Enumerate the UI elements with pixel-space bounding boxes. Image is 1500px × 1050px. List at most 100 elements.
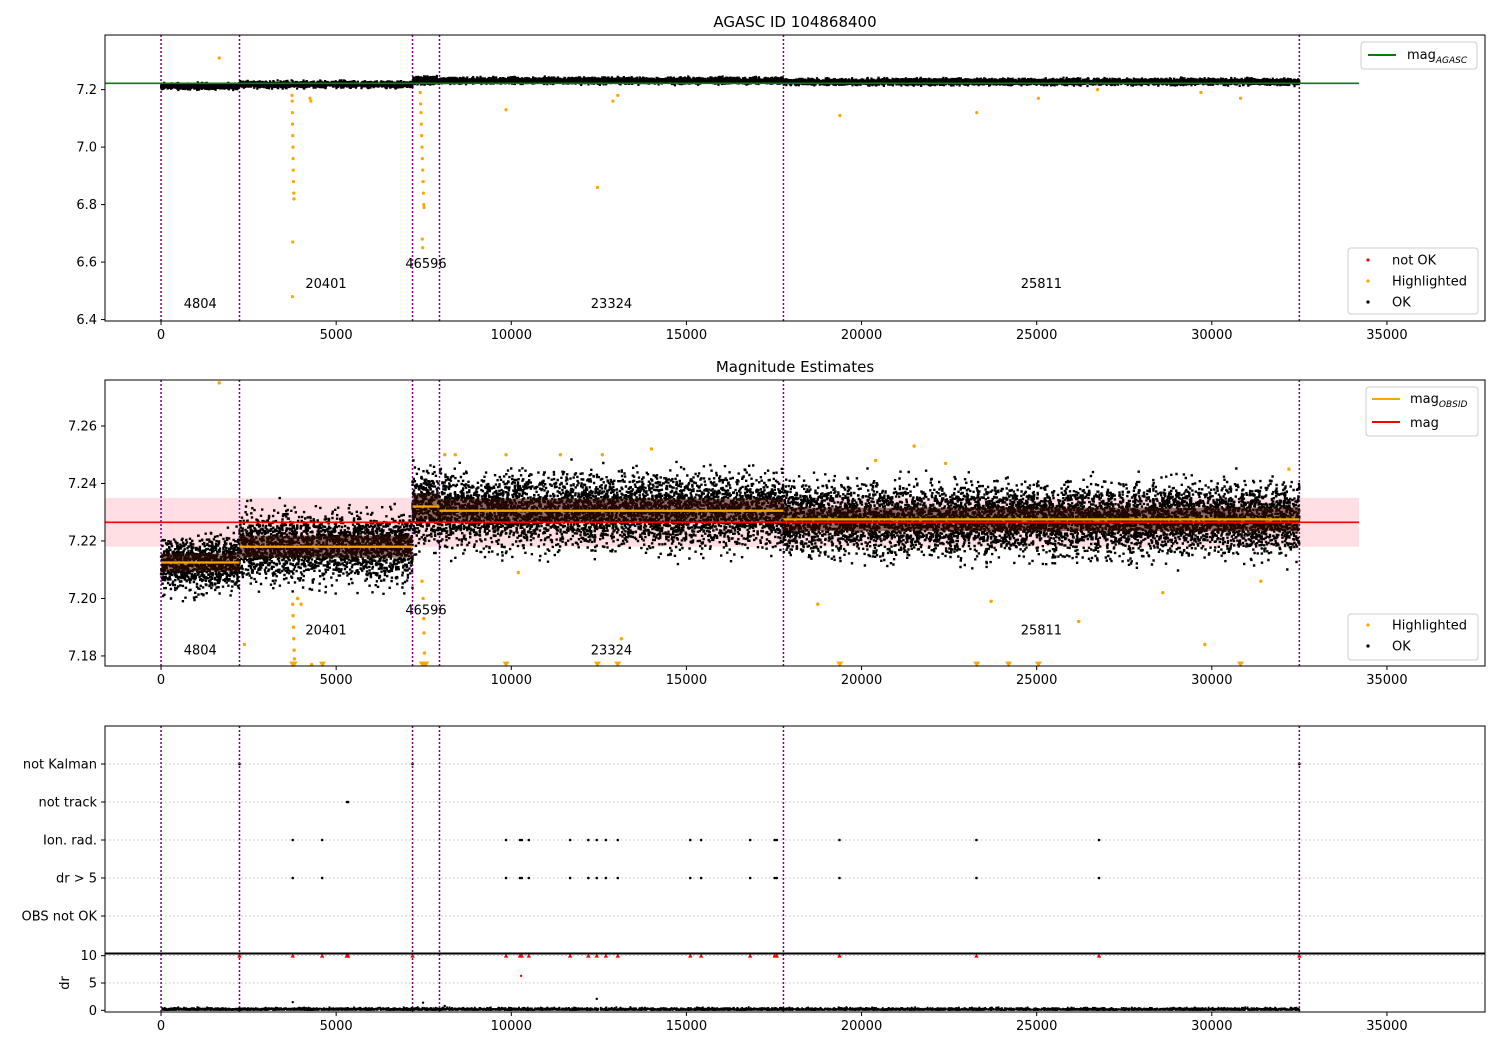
legend-label: not OK bbox=[1392, 254, 1437, 269]
highlighted-point bbox=[1203, 642, 1207, 647]
x-tick-label: 0 bbox=[157, 1019, 165, 1034]
legend-label: OK bbox=[1392, 296, 1411, 311]
x-tick-label: 5000 bbox=[320, 328, 353, 343]
flag-point bbox=[748, 838, 752, 842]
dr-clipped-marker bbox=[319, 953, 325, 958]
y-tick-label: 6.6 bbox=[76, 256, 97, 271]
ok-point-cloud bbox=[782, 76, 1301, 88]
legend-label: OK bbox=[1392, 640, 1411, 655]
obsid-label: 23324 bbox=[591, 644, 632, 659]
highlighted-point bbox=[292, 657, 297, 661]
top-panel-title: AGASC ID 104868400 bbox=[713, 13, 876, 31]
legend-box bbox=[1347, 247, 1479, 315]
obsid-label: 25811 bbox=[1021, 277, 1062, 292]
dr-clipped-marker bbox=[410, 953, 415, 958]
flag-point bbox=[527, 876, 531, 880]
highlighted-point bbox=[418, 90, 422, 95]
top-panel-plot: 4804 20401 46596 23324 25811 0 5000 10000 15000 2… bbox=[76, 34, 1486, 343]
highlighted-point bbox=[291, 145, 295, 149]
flag-point bbox=[587, 876, 590, 880]
highlighted-point bbox=[419, 122, 423, 126]
offscale-marker bbox=[422, 661, 430, 668]
x-tick-label: 35000 bbox=[1366, 1019, 1407, 1034]
flag-point bbox=[346, 800, 350, 804]
highlighted-point bbox=[443, 453, 447, 457]
highlighted-point bbox=[558, 453, 563, 457]
highlighted-point bbox=[1077, 619, 1081, 624]
highlighted-point bbox=[299, 602, 303, 606]
x-tick-label: 35000 bbox=[1366, 328, 1407, 343]
offscale-marker bbox=[836, 661, 844, 668]
highlighted-point bbox=[516, 570, 520, 575]
y-tick-label: 6.4 bbox=[76, 313, 97, 328]
dr-clipped-marker bbox=[567, 953, 573, 958]
highlighted-point bbox=[291, 134, 295, 138]
highlighted-point bbox=[291, 625, 296, 629]
offscale-marker bbox=[973, 661, 981, 668]
obsid-label: 23324 bbox=[591, 297, 632, 312]
y-tick-label: 7.2 bbox=[76, 83, 97, 98]
dr-clipped-marker bbox=[837, 953, 842, 958]
highlighted-point bbox=[217, 381, 221, 385]
flag-point bbox=[748, 876, 752, 880]
flag-point bbox=[604, 876, 608, 880]
flags-panel-frame bbox=[104, 725, 1486, 954]
highlighted-point bbox=[1161, 591, 1165, 595]
highlighted-point bbox=[504, 108, 508, 112]
flag-point bbox=[699, 876, 703, 880]
dr-clipped-marker bbox=[237, 953, 242, 958]
offscale-marker bbox=[614, 661, 622, 668]
highlighted-point bbox=[421, 191, 425, 195]
legend-box bbox=[1347, 613, 1479, 661]
highlighted-point bbox=[422, 631, 426, 635]
dr-panel-plot: 0 5000 10000 15000 20000 25000 30000 35000 0 5 10 d… bbox=[58, 949, 1486, 1034]
highlighted-point bbox=[619, 636, 623, 641]
highlighted-point bbox=[291, 240, 295, 244]
x-tick-label: 0 bbox=[157, 328, 165, 343]
flag-point bbox=[838, 876, 841, 880]
highlighted-point bbox=[420, 156, 424, 161]
dr-outlier bbox=[595, 997, 598, 1001]
highlighted-point bbox=[1238, 96, 1243, 100]
flag-point bbox=[568, 838, 572, 842]
ok-point-cloud bbox=[438, 75, 785, 87]
x-tick-label: 20000 bbox=[841, 328, 882, 343]
highlighted-point bbox=[1199, 90, 1203, 95]
dr-clipped-marker bbox=[603, 953, 609, 958]
offscale-marker bbox=[1237, 661, 1245, 668]
y-tick-label: 7.18 bbox=[68, 649, 97, 664]
highlighted-point bbox=[975, 111, 979, 115]
highlighted-point bbox=[1287, 467, 1291, 471]
flag-point bbox=[773, 876, 776, 880]
flag-point bbox=[975, 838, 978, 842]
x-tick-label: 15000 bbox=[666, 328, 707, 343]
flag-point bbox=[595, 876, 599, 880]
dr-clipped-marker bbox=[774, 953, 779, 958]
x-tick-label: 10000 bbox=[491, 1019, 532, 1034]
dr-clipped-marker bbox=[519, 953, 525, 958]
x-tick-label: 0 bbox=[157, 673, 165, 688]
highlighted-point bbox=[943, 461, 948, 466]
flag-point bbox=[775, 838, 779, 842]
flag-point bbox=[320, 838, 324, 842]
dr-clipped-marker bbox=[688, 953, 693, 958]
highlighted-point bbox=[242, 642, 247, 647]
highlighted-point bbox=[421, 246, 425, 250]
flag-point bbox=[595, 838, 599, 842]
highlighted-point bbox=[420, 145, 424, 149]
highlighted-point bbox=[649, 447, 654, 451]
x-tick-label: 30000 bbox=[1191, 1019, 1232, 1034]
legend-marker bbox=[1366, 279, 1370, 283]
dr-point-cloud bbox=[411, 1006, 441, 1011]
top-panel-frame bbox=[104, 34, 1486, 322]
dr-clipped-marker bbox=[290, 953, 295, 958]
dr-point-cloud bbox=[161, 1006, 241, 1011]
highlighted-point bbox=[290, 294, 294, 299]
y-tick-label: 7.26 bbox=[68, 419, 97, 434]
y-tick-label: 10 bbox=[80, 949, 97, 964]
y-tick-label: 5 bbox=[89, 977, 97, 992]
highlighted-point bbox=[217, 56, 221, 60]
dr-outlier bbox=[519, 974, 523, 978]
x-tick-label: 20000 bbox=[841, 673, 882, 688]
flag-point bbox=[568, 876, 572, 880]
